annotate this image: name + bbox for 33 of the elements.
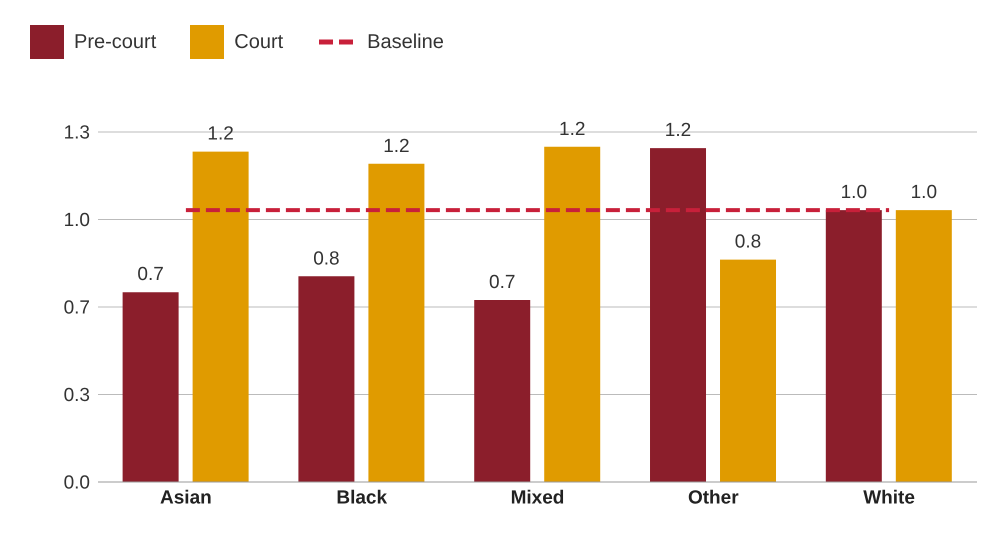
x-tick-label: White	[863, 487, 915, 508]
bar	[544, 146, 600, 482]
data-label: 1.2	[207, 124, 234, 145]
data-label: 0.7	[489, 272, 516, 293]
data-label: 1.2	[559, 118, 586, 140]
legend-label: Court	[234, 30, 284, 54]
data-label: 1.2	[664, 120, 692, 142]
y-tick-label: 1.0	[64, 210, 90, 232]
legend-label: Baseline	[367, 30, 444, 54]
data-label: 1.0	[840, 182, 868, 204]
y-tick-label: 0.0	[64, 472, 90, 494]
data-label: 1.0	[910, 182, 938, 204]
data-label: 0.8	[313, 248, 340, 270]
x-tick-label: Asian	[160, 487, 212, 508]
bar	[896, 210, 952, 482]
bar	[192, 152, 249, 482]
y-tick-label: 1.3	[64, 122, 90, 144]
bar	[720, 260, 776, 482]
data-label: 0.7	[137, 264, 164, 286]
y-tick-label: 0.7	[64, 298, 90, 319]
legend-label: Pre-court	[74, 30, 156, 54]
x-tick-label: Mixed	[510, 487, 564, 508]
bar	[650, 148, 706, 482]
bar	[368, 164, 424, 482]
bar	[298, 276, 354, 482]
bar	[474, 300, 530, 482]
data-label: 0.8	[734, 232, 762, 253]
bar	[122, 292, 179, 482]
data-label: 1.2	[383, 136, 410, 157]
x-tick-label: Black	[336, 487, 388, 508]
bar	[826, 210, 882, 482]
x-tick-label: Other	[688, 487, 740, 508]
y-tick-label: 0.3	[64, 385, 90, 406]
